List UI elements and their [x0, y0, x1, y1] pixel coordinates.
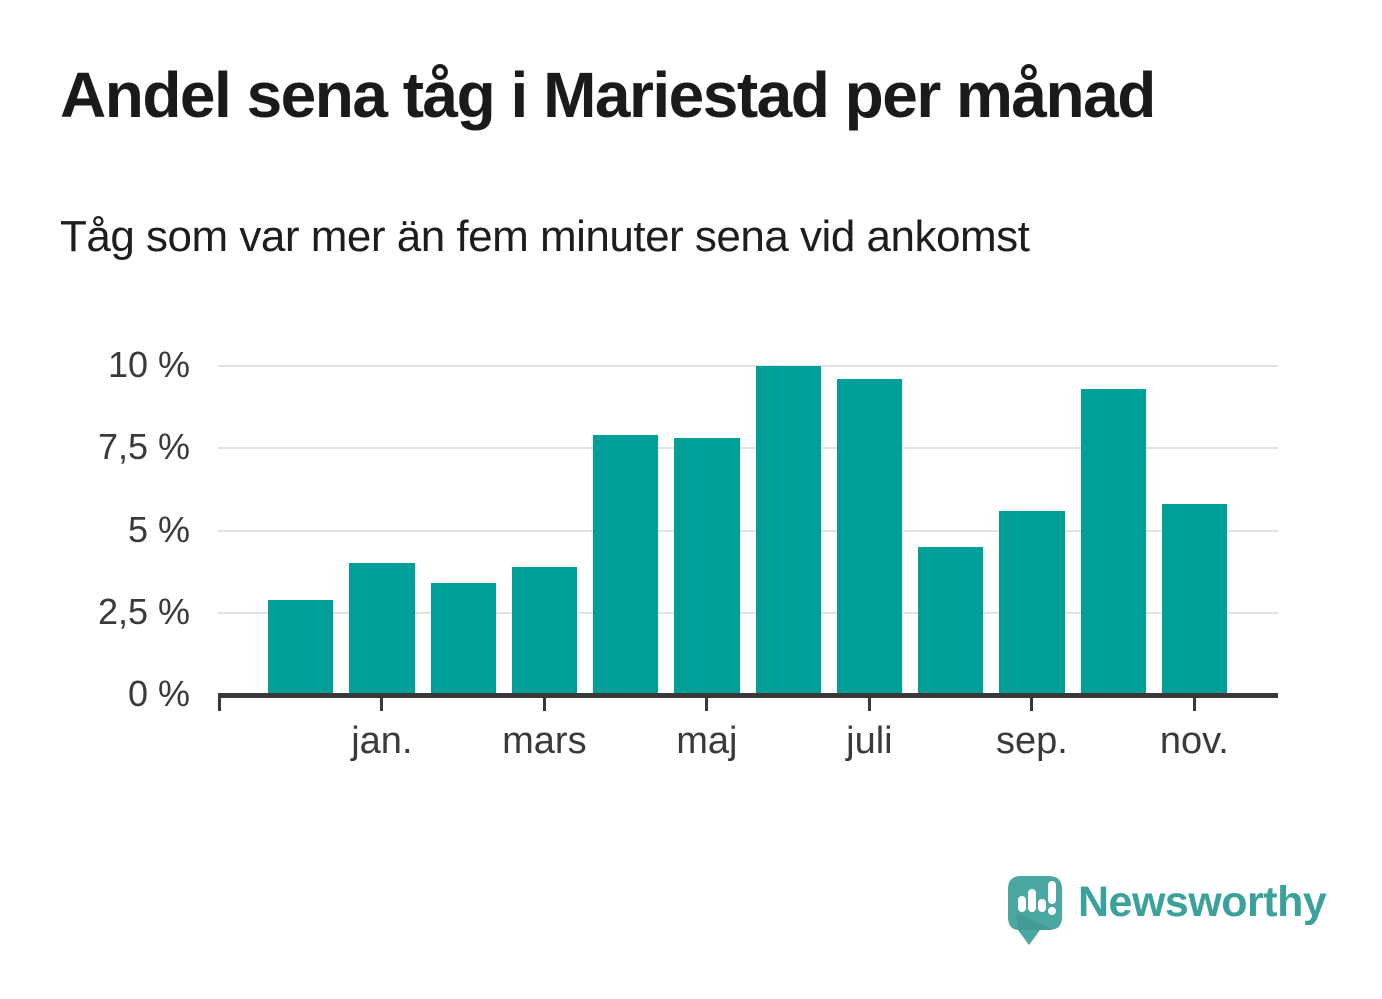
bar-nov — [1161, 504, 1227, 695]
logo-bar-2 — [1028, 889, 1036, 912]
bar-okt — [1080, 389, 1146, 695]
x-axis-label-mars: mars — [502, 720, 587, 762]
x-axis-tick-maj — [705, 698, 709, 711]
bar-group — [268, 366, 1227, 695]
gridline-7-5 — [218, 447, 1278, 450]
logo-bar-1 — [1018, 896, 1026, 912]
x-axis-origin-tick — [218, 698, 221, 711]
y-axis-label-7-5: 7,5 % — [97, 426, 190, 468]
bar-mars — [511, 567, 577, 695]
y-axis-label-2-5: 2,5 % — [97, 590, 190, 632]
x-axis-label-jan: jan. — [351, 720, 413, 762]
brand-name: Newsworthy — [1078, 878, 1327, 926]
logo-exclamation-bar — [1048, 881, 1056, 904]
x-axis-label-juli: juli — [846, 720, 893, 762]
bar-juli — [836, 379, 902, 695]
x-axis-tick-juli — [867, 698, 871, 711]
y-axis-label-0: 0 % — [127, 673, 190, 715]
bar-chart-area: 0 % 2,5 % 5 % 7,5 % 10 % jan. mars maj juli sep. n… — [0, 340, 1382, 810]
x-axis-tick-nov — [1192, 698, 1196, 711]
gridline-5 — [218, 529, 1278, 532]
chart-subtitle: Tåg som var mer än fem minuter sena vid … — [60, 212, 1030, 261]
gridline-10 — [218, 365, 1278, 367]
x-axis-line — [218, 693, 1278, 698]
gridline-2-5 — [218, 611, 1278, 614]
logo-bar-3 — [1038, 899, 1046, 912]
x-axis-tick-sep — [1030, 698, 1034, 711]
x-axis-label-maj: maj — [676, 720, 738, 762]
y-axis-label-10: 10 % — [107, 344, 190, 386]
newsworthy-logo-icon — [1008, 876, 1062, 945]
bar-maj — [674, 438, 740, 695]
x-axis-tick-mars — [542, 698, 546, 711]
bar-feb — [430, 583, 496, 695]
bar-dec — [268, 600, 334, 695]
bar-sep — [999, 511, 1065, 695]
logo-shadow — [1016, 912, 1054, 930]
chart-title: Andel sena tåg i Mariestad per månad — [60, 59, 1156, 131]
bar-juni — [755, 366, 821, 695]
x-axis-tick-jan — [380, 698, 384, 711]
bar-apr — [593, 435, 659, 695]
x-axis-label-nov: nov. — [1159, 720, 1229, 762]
logo-exclamation-dot — [1048, 907, 1056, 915]
brand-footer: Newsworthy — [1008, 876, 1327, 946]
bar-jan — [349, 563, 415, 695]
bar-aug — [918, 547, 984, 695]
x-axis-label-sep: sep. — [995, 720, 1068, 762]
y-axis-label-5: 5 % — [127, 508, 190, 550]
